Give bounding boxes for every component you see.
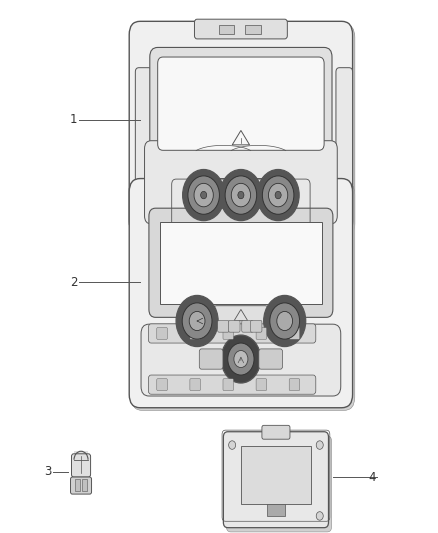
Circle shape: [270, 303, 300, 339]
Circle shape: [183, 169, 225, 221]
Bar: [267, 504, 285, 516]
Circle shape: [231, 183, 251, 207]
FancyBboxPatch shape: [135, 68, 152, 188]
Bar: [245, 183, 263, 191]
Circle shape: [262, 176, 294, 214]
FancyBboxPatch shape: [131, 181, 355, 410]
Circle shape: [225, 176, 257, 214]
FancyBboxPatch shape: [141, 324, 341, 396]
Polygon shape: [74, 451, 88, 460]
FancyBboxPatch shape: [256, 328, 267, 340]
Bar: [215, 183, 232, 191]
Circle shape: [234, 351, 248, 368]
FancyBboxPatch shape: [289, 328, 300, 340]
FancyBboxPatch shape: [190, 379, 201, 391]
Circle shape: [194, 183, 213, 207]
FancyBboxPatch shape: [191, 179, 291, 196]
FancyBboxPatch shape: [259, 349, 283, 369]
FancyBboxPatch shape: [223, 379, 233, 391]
FancyBboxPatch shape: [129, 21, 353, 235]
Circle shape: [220, 169, 262, 221]
FancyBboxPatch shape: [145, 141, 337, 224]
FancyBboxPatch shape: [194, 19, 287, 39]
Bar: [82, 479, 87, 491]
Text: 2: 2: [70, 276, 78, 289]
FancyBboxPatch shape: [213, 306, 268, 336]
FancyBboxPatch shape: [148, 324, 316, 343]
FancyBboxPatch shape: [148, 375, 316, 394]
FancyBboxPatch shape: [336, 68, 353, 188]
Circle shape: [201, 191, 207, 199]
Bar: [160, 222, 322, 304]
Circle shape: [229, 441, 236, 449]
Bar: [75, 479, 80, 491]
FancyBboxPatch shape: [71, 477, 92, 494]
Circle shape: [238, 191, 244, 199]
Circle shape: [228, 343, 254, 375]
Text: 4: 4: [368, 471, 375, 483]
Circle shape: [316, 512, 323, 520]
FancyBboxPatch shape: [223, 328, 233, 340]
FancyBboxPatch shape: [149, 208, 333, 317]
Circle shape: [316, 441, 323, 449]
FancyBboxPatch shape: [229, 320, 240, 332]
FancyBboxPatch shape: [289, 379, 300, 391]
Circle shape: [182, 303, 212, 339]
Circle shape: [264, 295, 306, 346]
Circle shape: [257, 169, 299, 221]
Text: 1: 1: [70, 114, 78, 126]
FancyBboxPatch shape: [242, 320, 253, 332]
FancyBboxPatch shape: [251, 320, 262, 332]
FancyBboxPatch shape: [223, 432, 328, 528]
FancyBboxPatch shape: [262, 425, 290, 439]
FancyBboxPatch shape: [131, 24, 355, 237]
FancyBboxPatch shape: [218, 320, 229, 332]
FancyBboxPatch shape: [190, 328, 201, 340]
Bar: [241, 447, 311, 504]
Circle shape: [176, 295, 218, 346]
FancyBboxPatch shape: [226, 436, 332, 532]
Circle shape: [189, 311, 205, 330]
FancyBboxPatch shape: [157, 328, 167, 340]
Circle shape: [268, 183, 288, 207]
FancyBboxPatch shape: [256, 379, 267, 391]
Circle shape: [188, 176, 219, 214]
Circle shape: [275, 191, 281, 199]
FancyBboxPatch shape: [199, 349, 223, 369]
Circle shape: [277, 311, 293, 330]
Bar: [245, 25, 261, 34]
FancyBboxPatch shape: [150, 47, 332, 160]
Text: 3: 3: [44, 465, 51, 478]
FancyBboxPatch shape: [158, 57, 324, 150]
Bar: [219, 25, 234, 34]
FancyBboxPatch shape: [129, 179, 353, 408]
FancyBboxPatch shape: [157, 379, 167, 391]
FancyBboxPatch shape: [71, 454, 91, 477]
Circle shape: [221, 335, 261, 383]
